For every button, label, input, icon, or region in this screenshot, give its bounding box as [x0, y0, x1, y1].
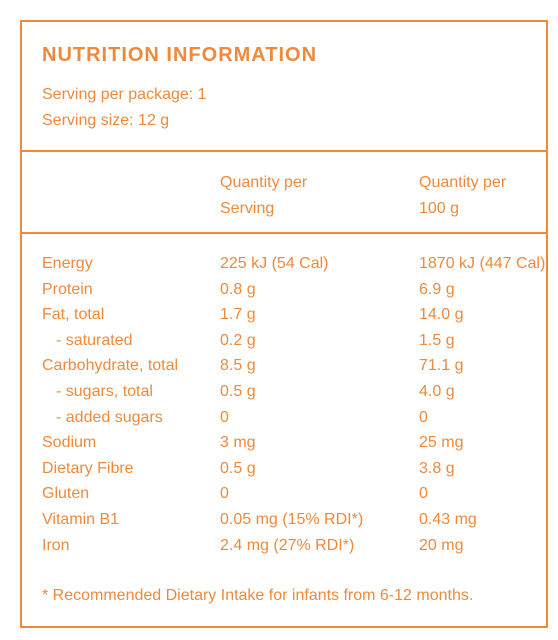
cell: 0 — [419, 485, 428, 503]
cell: 6.9 g — [419, 280, 455, 298]
cell: 0 — [419, 408, 428, 426]
cell: 8.5 g — [220, 357, 256, 375]
cell: 25 mg — [419, 434, 464, 452]
row-label: Fat, total — [42, 306, 105, 324]
cell: 0.43 mg — [419, 511, 477, 528]
cell: 0.05 mg (15% RDI*) — [220, 511, 364, 528]
row-label: Vitamin B1 — [42, 511, 120, 528]
row-label: Protein — [42, 280, 93, 298]
cell: 3.8 g — [419, 459, 455, 477]
row-label: - sugars, total — [56, 383, 153, 400]
cell: 3 mg — [220, 434, 256, 452]
row-label: Carbohydrate, total — [42, 357, 179, 375]
servings-per-package: Serving per package: 1 — [42, 86, 207, 103]
row-label: Gluten — [42, 485, 90, 503]
cell: 0 — [220, 408, 229, 426]
title: NUTRITION INFORMATION — [42, 44, 318, 66]
cell: 1870 kJ (447 Cal) — [419, 255, 546, 272]
serving-size: Serving size: 12 g — [42, 112, 170, 129]
cell: 0.2 g — [220, 331, 256, 349]
row-label: Sodium — [42, 434, 97, 452]
cell: 1.7 g — [220, 306, 256, 324]
divider — [22, 150, 546, 152]
column-header: Quantity per — [220, 174, 308, 191]
cell: 0.5 g — [220, 383, 256, 400]
nutrition-panel: NUTRITION INFORMATION Serving per packag… — [20, 20, 548, 628]
cell: 0.8 g — [220, 280, 256, 298]
row-label: - added sugars — [56, 408, 163, 426]
row-label: Iron — [42, 536, 70, 554]
column-header: 100 g — [419, 200, 460, 217]
cell: 20 mg — [419, 536, 464, 554]
cell: 71.1 g — [419, 357, 464, 375]
cell: 0.5 g — [220, 459, 256, 477]
row-label: - saturated — [56, 331, 133, 349]
column-header: Quantity per — [419, 174, 507, 191]
cell: 2.4 mg (27% RDI*) — [220, 536, 355, 554]
cell: 4.0 g — [419, 383, 455, 400]
row-label: Dietary Fibre — [42, 459, 134, 477]
divider — [22, 232, 546, 234]
column-header: Serving — [220, 200, 275, 217]
cell: 0 — [220, 485, 229, 503]
row-label: Energy — [42, 255, 93, 272]
footnote: * Recommended Dietary Intake for infants… — [42, 587, 474, 604]
cell: 225 kJ (54 Cal) — [220, 255, 329, 272]
cell: 14.0 g — [419, 306, 464, 324]
cell: 1.5 g — [419, 331, 455, 349]
